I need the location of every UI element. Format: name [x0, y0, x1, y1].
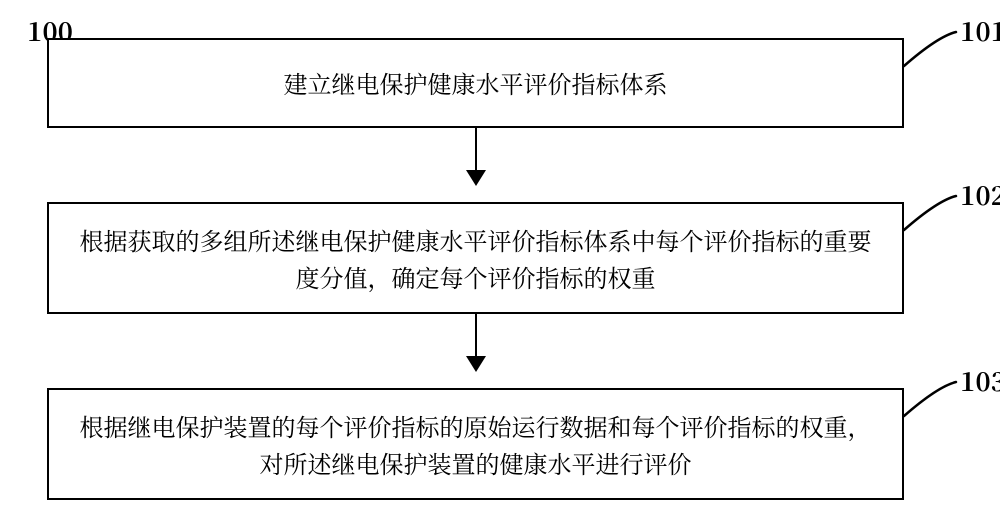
- step-number-label-102: 102: [960, 176, 1000, 213]
- step-text-103: 根据继电保护装置的每个评价指标的原始运行数据和每个评价指标的权重，对所述继电保护…: [73, 407, 878, 481]
- step-text-102: 根据获取的多组所述继电保护健康水平评价指标体系中每个评价指标的重要度分值，确定每…: [73, 221, 878, 295]
- flow-arrow-2: [475, 314, 477, 370]
- callout-curve-103: [898, 380, 958, 420]
- step-box-103: 根据继电保护装置的每个评价指标的原始运行数据和每个评价指标的权重，对所述继电保护…: [47, 388, 904, 500]
- flowchart-canvas: 100 建立继电保护健康水平评价指标体系 101 根据获取的多组所述继电保护健康…: [0, 0, 1000, 520]
- step-number-label-101: 101: [960, 12, 1000, 49]
- step-number-label-103: 103: [960, 362, 1000, 399]
- step-box-101: 建立继电保护健康水平评价指标体系: [47, 38, 904, 128]
- step-text-101: 建立继电保护健康水平评价指标体系: [284, 64, 668, 101]
- callout-curve-101: [898, 30, 958, 70]
- flow-arrow-1: [475, 128, 477, 184]
- step-box-102: 根据获取的多组所述继电保护健康水平评价指标体系中每个评价指标的重要度分值，确定每…: [47, 202, 904, 314]
- callout-curve-102: [898, 194, 958, 234]
